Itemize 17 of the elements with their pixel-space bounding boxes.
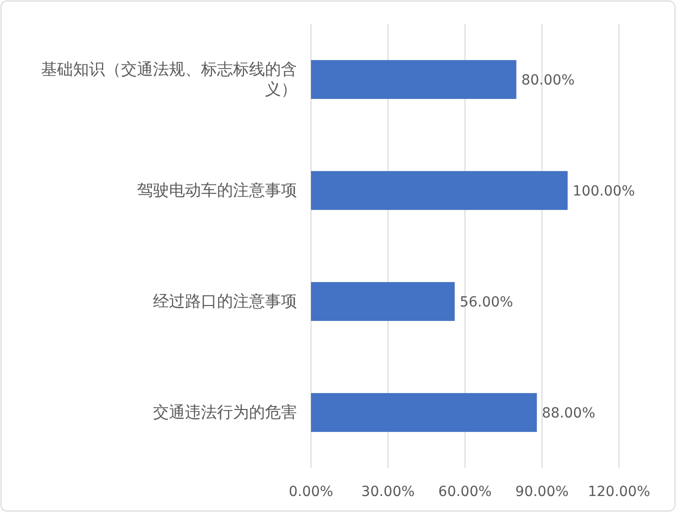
y-tick-label: 驾驶电动车的注意事项 bbox=[137, 180, 297, 200]
data-label: 88.00% bbox=[542, 406, 596, 422]
data-label: 56.00% bbox=[460, 294, 514, 310]
x-tick-label: 60.00% bbox=[438, 484, 492, 500]
y-tick-label: 基础知识（交通法规、标志标线的含义） bbox=[41, 60, 297, 98]
x-tick-label: 90.00% bbox=[515, 484, 569, 500]
bar bbox=[311, 171, 568, 210]
bar bbox=[311, 393, 537, 432]
bar bbox=[311, 60, 516, 99]
y-tick-label: 经过路口的注意事项 bbox=[153, 292, 297, 310]
bar bbox=[311, 282, 455, 321]
data-label: 80.00% bbox=[521, 72, 575, 88]
x-tick-label: 120.00% bbox=[588, 484, 650, 500]
x-tick-label: 0.00% bbox=[288, 484, 334, 500]
x-tick-label: 30.00% bbox=[361, 484, 415, 500]
y-tick-label: 交通违法行为的危害 bbox=[153, 402, 297, 422]
data-label: 100.00% bbox=[572, 184, 635, 200]
